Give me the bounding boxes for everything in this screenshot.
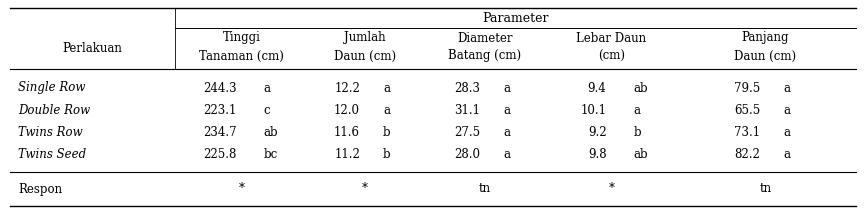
Text: Daun (cm): Daun (cm) xyxy=(734,49,797,62)
Text: 27.5: 27.5 xyxy=(454,125,480,138)
Text: a: a xyxy=(383,103,390,116)
Text: b: b xyxy=(383,125,391,138)
Text: 65.5: 65.5 xyxy=(734,103,760,116)
Text: tn: tn xyxy=(479,183,491,195)
Text: Batang (cm): Batang (cm) xyxy=(449,49,521,62)
Text: *: * xyxy=(362,183,368,195)
Text: Lebar Daun: Lebar Daun xyxy=(577,32,647,44)
Text: 244.3: 244.3 xyxy=(203,81,236,95)
Text: 225.8: 225.8 xyxy=(204,148,236,160)
Text: b: b xyxy=(634,125,641,138)
Text: ab: ab xyxy=(634,81,648,95)
Text: 11.6: 11.6 xyxy=(334,125,360,138)
Text: a: a xyxy=(784,125,791,138)
Text: 28.3: 28.3 xyxy=(454,81,480,95)
Text: 223.1: 223.1 xyxy=(204,103,236,116)
Text: Jumlah: Jumlah xyxy=(344,32,386,44)
Text: c: c xyxy=(263,103,270,116)
Text: Diameter: Diameter xyxy=(457,32,513,44)
Text: (cm): (cm) xyxy=(598,49,625,62)
Text: a: a xyxy=(634,103,641,116)
Text: Double Row: Double Row xyxy=(18,103,90,116)
Text: a: a xyxy=(263,81,270,95)
Text: Panjang: Panjang xyxy=(742,32,789,44)
Text: a: a xyxy=(784,103,791,116)
Text: bc: bc xyxy=(263,148,278,160)
Text: *: * xyxy=(238,183,244,195)
Text: 31.1: 31.1 xyxy=(454,103,480,116)
Text: b: b xyxy=(383,148,391,160)
Text: ab: ab xyxy=(263,125,278,138)
Text: a: a xyxy=(503,148,510,160)
Text: 82.2: 82.2 xyxy=(734,148,760,160)
Text: Daun (cm): Daun (cm) xyxy=(334,49,396,62)
Text: Twins Row: Twins Row xyxy=(18,125,82,138)
Text: 73.1: 73.1 xyxy=(734,125,760,138)
Text: Twins Seed: Twins Seed xyxy=(18,148,86,160)
Text: 12.2: 12.2 xyxy=(334,81,360,95)
Text: a: a xyxy=(503,125,510,138)
Text: 11.2: 11.2 xyxy=(334,148,360,160)
Text: *: * xyxy=(609,183,615,195)
Text: 12.0: 12.0 xyxy=(334,103,360,116)
Text: Respon: Respon xyxy=(18,183,62,195)
Text: a: a xyxy=(503,103,510,116)
Text: a: a xyxy=(784,81,791,95)
Text: 9.2: 9.2 xyxy=(588,125,606,138)
Text: Tinggi: Tinggi xyxy=(223,32,261,44)
Text: Tanaman (cm): Tanaman (cm) xyxy=(199,49,284,62)
Text: 10.1: 10.1 xyxy=(580,103,606,116)
Text: a: a xyxy=(383,81,390,95)
Text: a: a xyxy=(503,81,510,95)
Text: ab: ab xyxy=(634,148,648,160)
Text: 28.0: 28.0 xyxy=(454,148,480,160)
Text: 234.7: 234.7 xyxy=(203,125,236,138)
Text: 9.8: 9.8 xyxy=(588,148,606,160)
Text: a: a xyxy=(784,148,791,160)
Text: tn: tn xyxy=(759,183,772,195)
Text: Perlakuan: Perlakuan xyxy=(62,41,122,54)
Text: 79.5: 79.5 xyxy=(734,81,760,95)
Text: Parameter: Parameter xyxy=(482,11,549,24)
Text: 9.4: 9.4 xyxy=(588,81,606,95)
Text: Single Row: Single Row xyxy=(18,81,86,95)
